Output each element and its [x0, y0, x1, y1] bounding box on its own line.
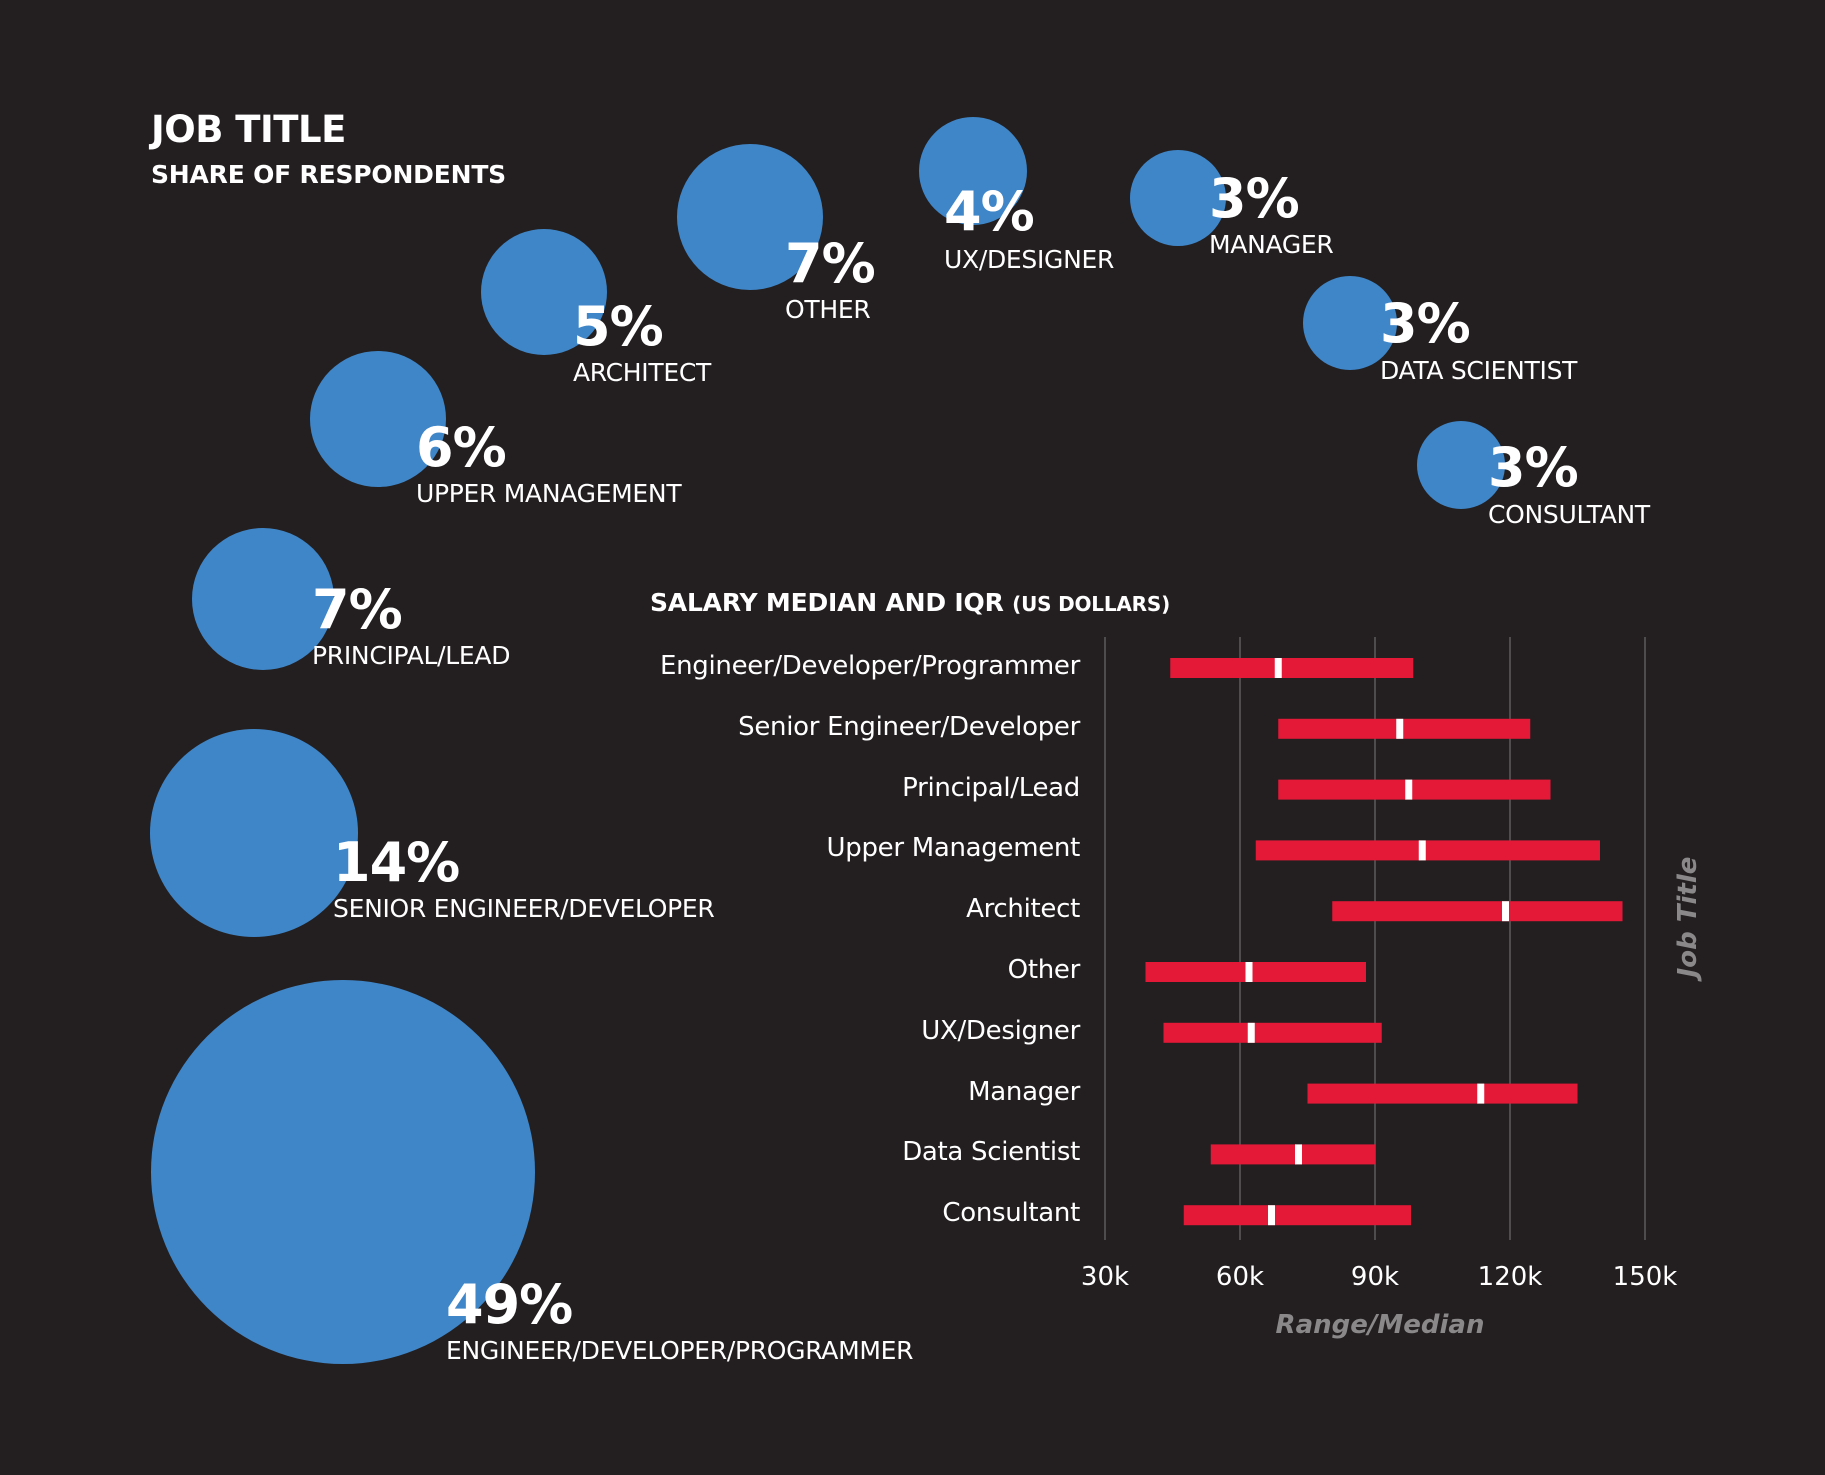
bubble-category: OTHER — [785, 295, 871, 324]
salary-title-unit: (US DOLLARS) — [1012, 592, 1171, 616]
salary-y-axis-title: Job Title — [1673, 856, 1703, 978]
median-marker — [1477, 1083, 1485, 1104]
bubble-circle — [151, 980, 535, 1364]
median-marker — [1405, 779, 1413, 800]
salary-chart-title: SALARY MEDIAN AND IQR (US DOLLARS) — [650, 588, 1170, 617]
salary-row-label: Manager — [968, 1076, 1080, 1107]
bubble-percent: 6% — [416, 416, 507, 479]
salary-row-label: Data Scientist — [902, 1137, 1080, 1168]
iqr-bar — [1145, 962, 1366, 982]
bubble-percent: 14% — [333, 831, 460, 894]
median-marker — [1268, 1205, 1275, 1226]
x-tick-label: 90k — [1350, 1262, 1400, 1292]
x-tick-label: 120k — [1477, 1262, 1543, 1292]
bubble-percent: 4% — [944, 180, 1035, 243]
median-marker — [1418, 840, 1426, 861]
bubble-percent: 5% — [573, 295, 664, 358]
bubble-circle — [1130, 150, 1226, 246]
bubble-circle — [481, 229, 607, 355]
bubble-percent: 49% — [446, 1273, 573, 1336]
iqr-bar — [1183, 1205, 1411, 1226]
iqr-bar — [1163, 1022, 1382, 1043]
median-marker — [1502, 901, 1509, 922]
bubble-percent: 7% — [785, 232, 876, 295]
x-tick-label: 60k — [1215, 1262, 1265, 1292]
salary-row-label: Consultant — [942, 1198, 1080, 1229]
iqr-bar — [1278, 779, 1551, 800]
bubble-circle — [919, 117, 1027, 225]
bubble-circle — [310, 351, 446, 487]
x-tick-label: 150k — [1612, 1262, 1678, 1292]
bubble-circle — [150, 729, 358, 937]
share-subtitle: SHARE OF RESPONDENTS — [151, 160, 506, 189]
median-marker — [1247, 1022, 1255, 1043]
bubble-category: SENIOR ENGINEER/DEVELOPER — [333, 894, 715, 923]
bubble-category: MANAGER — [1209, 230, 1334, 259]
bubble-category: CONSULTANT — [1488, 500, 1650, 529]
bubble-percent: 3% — [1380, 292, 1471, 355]
salary-row-label: Architect — [966, 894, 1080, 925]
salary-row-label: Principal/Lead — [902, 772, 1080, 803]
bubble-circle — [192, 528, 334, 670]
bubble-category: UX/DESIGNER — [944, 245, 1115, 274]
bubble-circle — [1303, 276, 1397, 370]
bubble-circle — [1417, 421, 1505, 509]
bubble-percent: 3% — [1488, 436, 1579, 499]
bubble-percent: 7% — [312, 578, 403, 641]
bubble-percent: 3% — [1209, 167, 1300, 230]
salary-title-text: SALARY MEDIAN AND IQR — [650, 588, 1004, 617]
bubble-category: PRINCIPAL/LEAD — [312, 641, 511, 670]
iqr-bar — [1278, 718, 1531, 739]
x-tick-label: 30k — [1080, 1262, 1130, 1292]
iqr-bar — [1170, 658, 1414, 678]
salary-row-label: Upper Management — [826, 833, 1081, 864]
bubble-category: ARCHITECT — [573, 358, 711, 387]
salary-row-label: Other — [1007, 955, 1081, 985]
median-marker — [1396, 718, 1404, 739]
median-marker — [1245, 962, 1253, 982]
bubble-category: DATA SCIENTIST — [1380, 356, 1578, 385]
salary-x-axis-title: Range/Median — [1275, 1310, 1485, 1340]
job-title-heading: JOB TITLE — [151, 108, 346, 151]
salary-row-label: UX/Designer — [921, 1015, 1080, 1046]
iqr-bar — [1255, 840, 1600, 861]
salary-row-label: Engineer/Developer/Programmer — [659, 651, 1080, 681]
median-marker — [1295, 1144, 1302, 1165]
iqr-bar — [1307, 1083, 1578, 1104]
bubble-category: UPPER MANAGEMENT — [416, 479, 682, 508]
bubble-circle — [677, 144, 823, 290]
iqr-bar — [1210, 1144, 1375, 1165]
salary-row-label: Senior Engineer/Developer — [738, 711, 1080, 742]
bubble-category: ENGINEER/DEVELOPER/PROGRAMMER — [446, 1336, 914, 1365]
median-marker — [1274, 658, 1282, 678]
iqr-bar — [1332, 901, 1623, 922]
